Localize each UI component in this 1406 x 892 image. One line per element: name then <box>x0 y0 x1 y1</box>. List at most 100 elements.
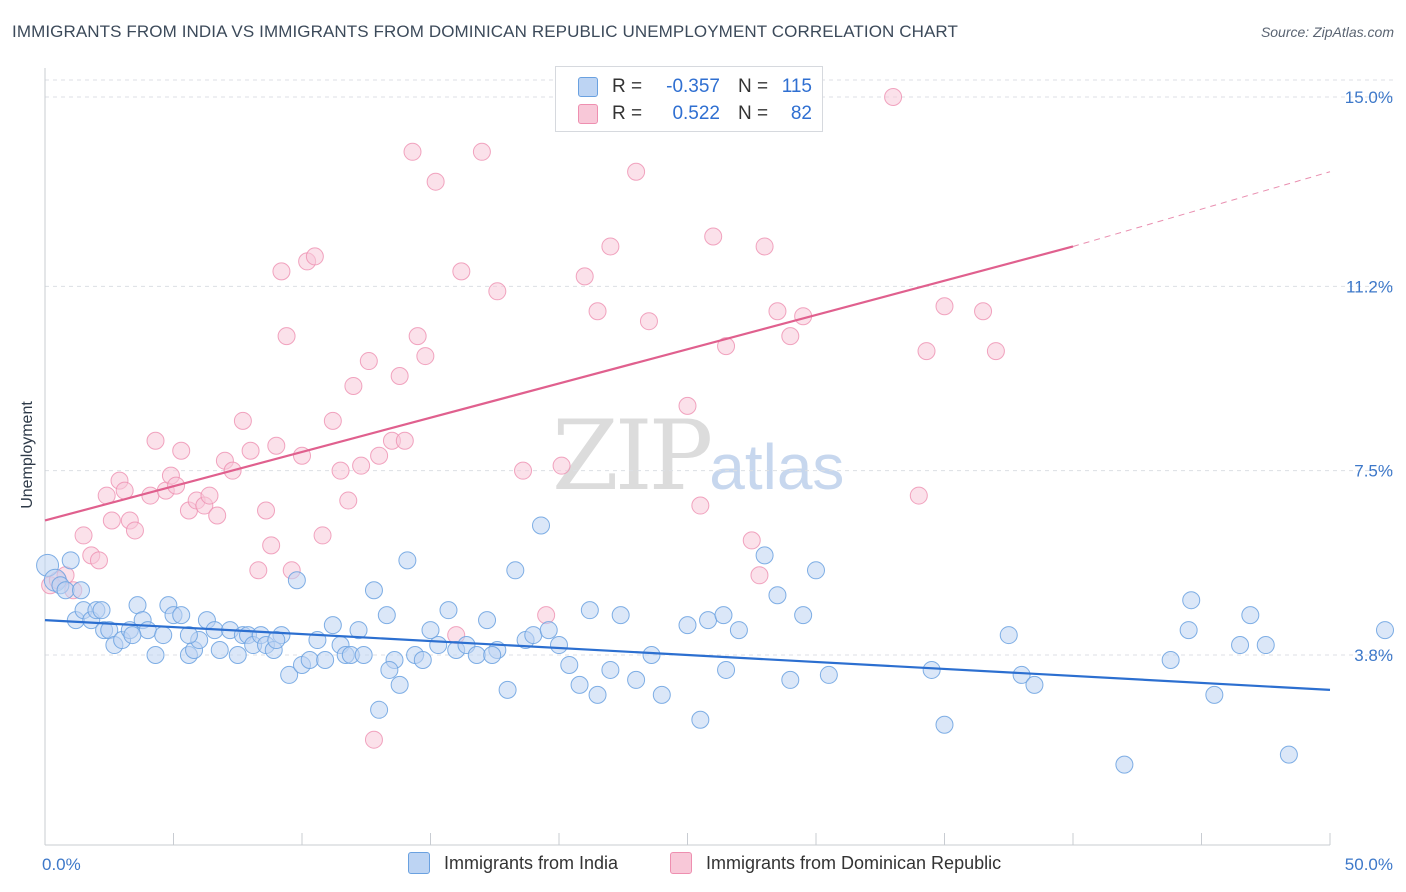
india-point <box>210 641 229 660</box>
india-point <box>699 611 718 630</box>
dominican-point <box>125 521 144 540</box>
india-point <box>498 680 517 699</box>
dominican-point <box>344 376 363 395</box>
india-point <box>755 546 774 565</box>
india-point <box>421 621 440 640</box>
y-tick-label: 11.2% <box>1346 277 1393 296</box>
india-point <box>714 606 733 625</box>
india-point <box>807 561 825 580</box>
source-label: Source: ZipAtlas.com <box>1260 24 1394 40</box>
india-point <box>56 581 75 600</box>
india-point <box>1161 650 1180 669</box>
tick-labels: 3.8% 7.5% 11.2% 15.0% 0.0% 50.0% <box>42 88 1393 874</box>
dominican-point <box>364 730 383 749</box>
dominican-point <box>935 297 954 316</box>
dominican-swatch <box>578 104 598 124</box>
india-point <box>539 621 558 640</box>
india-point <box>588 685 607 704</box>
india-point <box>560 655 579 674</box>
dominican-point <box>74 526 93 545</box>
india-point <box>1241 606 1260 625</box>
india-point <box>228 646 247 664</box>
india-point <box>380 660 399 679</box>
dominican-point <box>323 411 342 430</box>
dominican-point <box>272 262 291 281</box>
dominican-point <box>986 342 1005 361</box>
india-point <box>627 670 646 689</box>
india-point <box>550 636 568 655</box>
india-point <box>1179 621 1198 640</box>
dominican-point <box>768 302 787 321</box>
bottom-legend-india-label: Immigrants from India <box>444 852 619 873</box>
dominican-point <box>742 531 761 550</box>
dominican-point <box>408 327 427 346</box>
dominican-trend-line <box>44 245 1074 522</box>
dominican-point <box>102 511 121 530</box>
india-point <box>1205 685 1224 704</box>
india-point <box>570 675 589 694</box>
india-point <box>580 601 599 620</box>
india-point <box>287 571 306 590</box>
india-point <box>128 596 147 615</box>
india-point <box>478 611 497 630</box>
india-trend-line <box>44 619 1331 691</box>
bottom-legend-india: Immigrants from India <box>408 852 618 874</box>
dominican-point <box>305 247 324 266</box>
india-point <box>398 551 417 570</box>
india-point <box>935 715 954 734</box>
bottom-legend-dominican-label: Immigrants from Dominican Republic <box>706 852 1002 873</box>
dominican-point <box>249 561 268 580</box>
dominican-point <box>781 327 800 346</box>
india-point <box>429 636 448 655</box>
india-swatch <box>578 77 598 97</box>
india-point <box>439 601 458 620</box>
trend-lines <box>44 171 1331 691</box>
dominican-point <box>514 461 533 480</box>
dominican-point <box>472 142 491 161</box>
india-point <box>506 561 525 580</box>
y-tick-label: 3.8% <box>1354 646 1393 665</box>
dominican-point <box>552 456 571 475</box>
y-tick-label: 15.0% <box>1345 88 1393 107</box>
dominican-point <box>141 486 160 505</box>
india-point <box>819 665 838 684</box>
india-point <box>781 670 800 689</box>
india-point <box>390 675 409 694</box>
legend-row-india: R = -0.357 N = 115 <box>578 73 812 101</box>
legend-n-label: N = <box>738 76 769 97</box>
india-point <box>691 710 710 729</box>
india-point <box>1279 745 1298 764</box>
india-point <box>154 626 173 645</box>
dominican-point <box>257 501 276 520</box>
dominican-point <box>575 267 594 286</box>
dominican-point <box>717 337 736 356</box>
india-point <box>377 606 396 625</box>
dominican-point <box>452 262 471 281</box>
india-point <box>172 606 191 625</box>
india-point <box>642 646 661 664</box>
india-point <box>92 601 111 620</box>
india-swatch <box>408 852 430 874</box>
india-point <box>146 646 165 664</box>
legend-r-value-dominican: 0.522 <box>672 103 720 124</box>
india-point <box>138 621 157 640</box>
india-point <box>601 660 620 679</box>
legend-n-label: N = <box>738 103 769 124</box>
dominican-point <box>233 411 252 430</box>
dominican-point <box>601 237 620 256</box>
india-point <box>678 616 697 635</box>
india-point <box>413 650 432 669</box>
legend-row-dominican: R = 0.522 N = 82 <box>578 100 812 128</box>
dominican-point <box>755 237 774 256</box>
dominican-point <box>588 302 607 321</box>
india-point <box>1256 636 1275 655</box>
india-point <box>349 621 368 640</box>
india-point <box>370 700 389 719</box>
legend-r-label: R = <box>612 76 643 97</box>
legend-r-value-india: -0.357 <box>666 76 720 97</box>
india-points <box>36 516 1394 774</box>
dominican-point <box>974 302 993 321</box>
legend-r-label: R = <box>612 103 643 124</box>
india-point <box>1231 636 1250 655</box>
